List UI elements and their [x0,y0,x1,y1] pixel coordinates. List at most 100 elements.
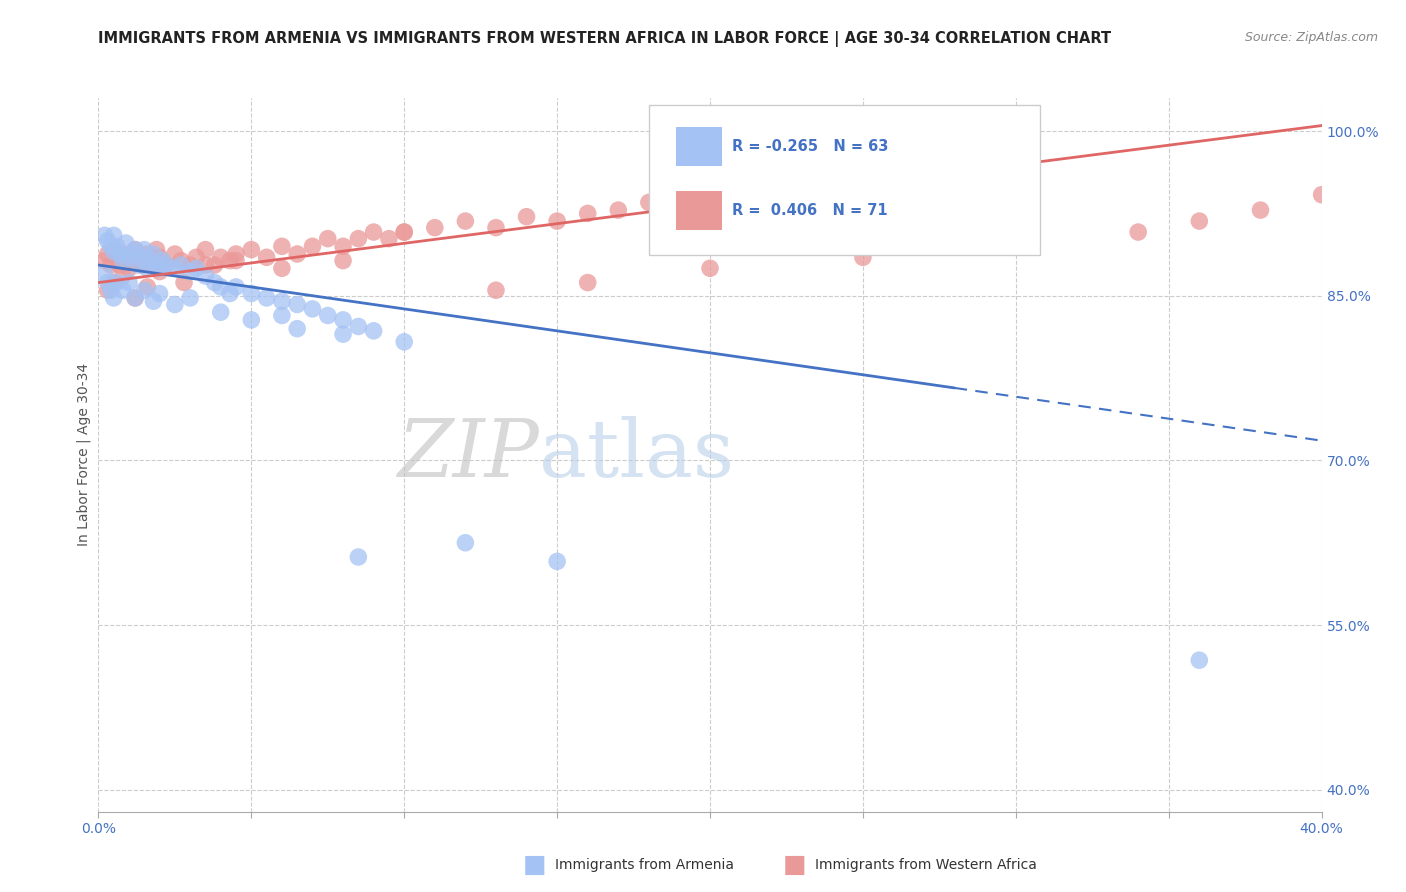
Point [454,535,477,549]
Point [136,247,159,261]
Point [256,291,278,305]
Point [332,313,354,327]
Point [149,261,172,276]
Point [155,258,177,272]
Point [270,294,292,309]
Y-axis label: In Labor Force | Age 30-34: In Labor Force | Age 30-34 [77,363,91,547]
Point [100,258,122,272]
Point [392,334,416,349]
Point [163,247,186,261]
Point [145,243,167,257]
Point [142,247,165,261]
Point [105,276,128,290]
Point [142,258,165,272]
Point [163,261,186,276]
Point [378,232,401,246]
Point [270,239,292,253]
Point [134,250,156,264]
Point [115,235,138,250]
Point [1188,214,1211,228]
Point [225,253,247,268]
Point [118,250,141,264]
Point [1004,235,1026,250]
Point [155,258,177,272]
Point [392,225,416,239]
Point [1249,203,1271,218]
Point [129,250,152,264]
Point [111,268,134,283]
Point [363,324,385,338]
Point [105,250,128,264]
Point [423,220,446,235]
Point [1310,187,1333,202]
Point [240,313,263,327]
Point [316,232,339,246]
Point [270,261,292,276]
Point [103,243,125,257]
Point [285,321,308,335]
Point [316,309,339,323]
Point [103,291,125,305]
Point [285,247,308,261]
Text: ZIP: ZIP [396,417,538,493]
Bar [676,191,723,230]
Point [139,253,162,268]
Point [576,206,599,220]
Point [115,253,138,268]
Point [546,214,568,228]
Point [170,258,193,272]
Point [576,276,599,290]
Point [118,276,141,290]
Point [219,253,242,268]
Point [637,195,661,210]
Bar [676,127,723,166]
Text: atlas: atlas [538,416,734,494]
Text: IMMIGRANTS FROM ARMENIA VS IMMIGRANTS FROM WESTERN AFRICA IN LABOR FORCE | AGE 3: IMMIGRANTS FROM ARMENIA VS IMMIGRANTS FR… [98,31,1112,47]
Point [699,199,721,213]
Point [209,305,232,319]
Point [347,319,370,334]
Point [332,253,354,268]
Point [149,286,172,301]
Text: R =  0.406   N = 71: R = 0.406 N = 71 [733,203,887,219]
Point [111,253,134,268]
Point [127,253,149,268]
Point [124,243,146,257]
Point [121,247,143,261]
Point [240,286,263,301]
Point [97,283,120,297]
Point [97,234,120,248]
Point [225,247,247,261]
Point [145,258,167,272]
Point [127,258,149,272]
Point [136,261,159,276]
Text: ■: ■ [523,854,546,877]
Text: Immigrants from Western Africa: Immigrants from Western Africa [815,858,1038,872]
Point [332,239,354,253]
Point [179,264,201,278]
Point [108,247,131,261]
Point [347,232,370,246]
Point [103,228,125,243]
Point [285,297,308,311]
Point [1128,225,1150,239]
Point [170,253,193,268]
Point [256,250,278,264]
FancyBboxPatch shape [650,105,1040,255]
Point [111,283,134,297]
Point [136,280,159,294]
Point [485,220,508,235]
Point [97,276,120,290]
Point [152,253,174,268]
Point [179,258,201,272]
Point [134,243,156,257]
Point [1188,653,1211,667]
Point [194,268,217,283]
Point [139,253,162,268]
Point [179,291,201,305]
Point [163,297,186,311]
Point [332,327,354,342]
Point [699,261,721,276]
Point [270,309,292,323]
Point [100,283,122,297]
